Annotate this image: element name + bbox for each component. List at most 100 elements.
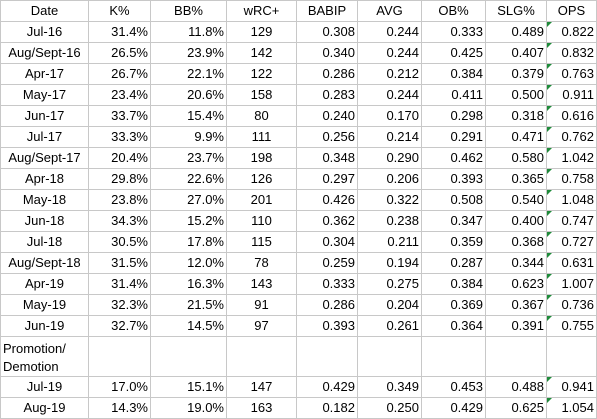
cell-slg-pct[interactable]: 0.407 [485,42,547,64]
cell-ob-pct[interactable]: 0.364 [421,315,486,337]
cell-ob-pct[interactable]: 0.333 [421,21,486,43]
cell-date[interactable]: Aug/Sept-18 [0,252,89,274]
cell-avg[interactable]: 0.275 [357,273,422,295]
cell-babip[interactable]: 0.308 [296,21,358,43]
cell-wrc-plus[interactable]: 122 [226,63,297,85]
cell-ops[interactable]: 0.727 [546,231,597,253]
cell-bb-pct[interactable]: 23.9% [150,42,227,64]
cell-k-pct[interactable]: 30.5% [88,231,151,253]
header-cell-avg[interactable]: AVG [357,0,422,22]
cell-ops[interactable]: 0.941 [546,376,597,398]
cell-date[interactable]: Jun-18 [0,210,89,232]
cell-bb-pct[interactable]: 23.7% [150,147,227,169]
cell-k-pct[interactable]: 29.8% [88,168,151,190]
cell-slg-pct[interactable]: 0.489 [485,21,547,43]
cell-k-pct[interactable]: 17.0% [88,376,151,398]
cell-avg[interactable]: 0.214 [357,126,422,148]
cell-ops[interactable]: 0.758 [546,168,597,190]
cell-bb-pct[interactable]: 12.0% [150,252,227,274]
cell-k-pct[interactable]: 34.3% [88,210,151,232]
cell-date[interactable]: Aug/Sept-16 [0,42,89,64]
cell-ops[interactable]: 0.762 [546,126,597,148]
cell-slg-pct[interactable]: 0.471 [485,126,547,148]
cell-bb-pct[interactable]: 22.6% [150,168,227,190]
cell-wrc-plus[interactable]: 111 [226,126,297,148]
cell-slg-pct[interactable]: 0.391 [485,315,547,337]
cell-avg[interactable]: 0.322 [357,189,422,211]
cell-wrc-plus[interactable]: 143 [226,273,297,295]
empty-cell[interactable] [88,336,151,377]
cell-k-pct[interactable]: 26.5% [88,42,151,64]
cell-ops[interactable]: 1.048 [546,189,597,211]
cell-k-pct[interactable]: 33.7% [88,105,151,127]
cell-k-pct[interactable]: 23.8% [88,189,151,211]
cell-ob-pct[interactable]: 0.425 [421,42,486,64]
cell-k-pct[interactable]: 23.4% [88,84,151,106]
cell-slg-pct[interactable]: 0.540 [485,189,547,211]
cell-ob-pct[interactable]: 0.393 [421,168,486,190]
cell-k-pct[interactable]: 32.3% [88,294,151,316]
cell-wrc-plus[interactable]: 126 [226,168,297,190]
cell-ops[interactable]: 0.747 [546,210,597,232]
cell-ob-pct[interactable]: 0.287 [421,252,486,274]
cell-ops[interactable]: 0.631 [546,252,597,274]
cell-ob-pct[interactable]: 0.369 [421,294,486,316]
cell-ob-pct[interactable]: 0.359 [421,231,486,253]
cell-bb-pct[interactable]: 15.2% [150,210,227,232]
cell-bb-pct[interactable]: 9.9% [150,126,227,148]
cell-ob-pct[interactable]: 0.298 [421,105,486,127]
cell-babip[interactable]: 0.240 [296,105,358,127]
cell-babip[interactable]: 0.286 [296,63,358,85]
cell-avg[interactable]: 0.212 [357,63,422,85]
empty-cell[interactable] [296,336,358,377]
cell-wrc-plus[interactable]: 78 [226,252,297,274]
cell-k-pct[interactable]: 31.5% [88,252,151,274]
cell-bb-pct[interactable]: 20.6% [150,84,227,106]
cell-k-pct[interactable]: 31.4% [88,273,151,295]
cell-bb-pct[interactable]: 11.8% [150,21,227,43]
cell-ops[interactable]: 0.832 [546,42,597,64]
cell-slg-pct[interactable]: 0.488 [485,376,547,398]
cell-avg[interactable]: 0.244 [357,21,422,43]
cell-ops[interactable]: 0.822 [546,21,597,43]
cell-k-pct[interactable]: 20.4% [88,147,151,169]
header-cell-k[interactable]: K% [88,0,151,22]
cell-ops[interactable]: 0.911 [546,84,597,106]
header-cell-ob[interactable]: OB% [421,0,486,22]
cell-wrc-plus[interactable]: 97 [226,315,297,337]
empty-cell[interactable] [485,336,547,377]
cell-babip[interactable]: 0.393 [296,315,358,337]
header-cell-slg[interactable]: SLG% [485,0,547,22]
cell-babip[interactable]: 0.429 [296,376,358,398]
cell-ob-pct[interactable]: 0.347 [421,210,486,232]
cell-babip[interactable]: 0.333 [296,273,358,295]
cell-avg[interactable]: 0.244 [357,84,422,106]
header-cell-babip[interactable]: BABIP [296,0,358,22]
empty-cell[interactable] [421,336,486,377]
cell-avg[interactable]: 0.290 [357,147,422,169]
cell-bb-pct[interactable]: 17.8% [150,231,227,253]
cell-bb-pct[interactable]: 21.5% [150,294,227,316]
cell-ops[interactable]: 0.763 [546,63,597,85]
cell-k-pct[interactable]: 26.7% [88,63,151,85]
cell-wrc-plus[interactable]: 91 [226,294,297,316]
cell-babip[interactable]: 0.256 [296,126,358,148]
cell-bb-pct[interactable]: 27.0% [150,189,227,211]
cell-date[interactable]: Apr-19 [0,273,89,295]
cell-babip[interactable]: 0.362 [296,210,358,232]
cell-slg-pct[interactable]: 0.365 [485,168,547,190]
cell-babip[interactable]: 0.340 [296,42,358,64]
cell-ob-pct[interactable]: 0.384 [421,63,486,85]
cell-ops[interactable]: 1.042 [546,147,597,169]
cell-date[interactable]: Apr-17 [0,63,89,85]
cell-date[interactable]: Aug/Sept-17 [0,147,89,169]
cell-bb-pct[interactable]: 15.1% [150,376,227,398]
cell-date[interactable]: Jun-19 [0,315,89,337]
cell-babip[interactable]: 0.297 [296,168,358,190]
cell-babip[interactable]: 0.283 [296,84,358,106]
cell-avg[interactable]: 0.238 [357,210,422,232]
cell-babip[interactable]: 0.426 [296,189,358,211]
cell-avg[interactable]: 0.261 [357,315,422,337]
cell-bb-pct[interactable]: 16.3% [150,273,227,295]
empty-cell[interactable] [226,336,297,377]
